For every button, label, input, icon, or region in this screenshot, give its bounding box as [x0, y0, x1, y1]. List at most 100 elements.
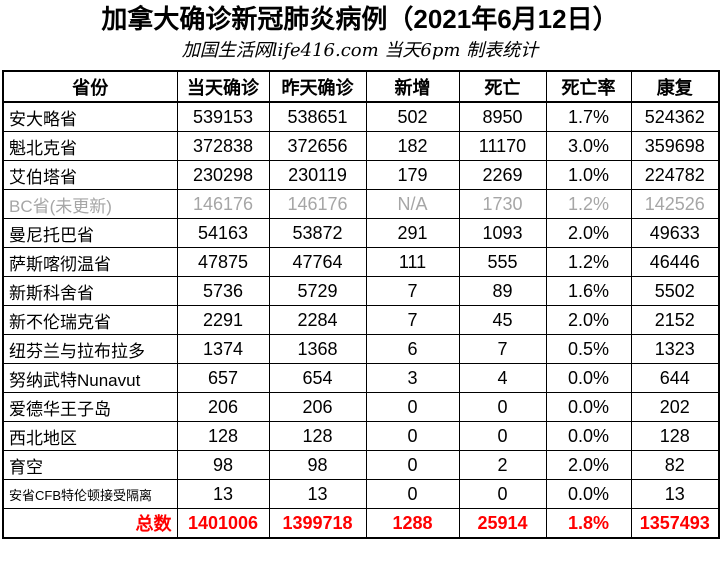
table-cell: 657 [176, 363, 270, 393]
table-cell: 2 [458, 450, 547, 480]
col-header-new-cases: 新增 [365, 70, 460, 103]
table-cell: 1.6% [545, 276, 632, 306]
table-cell: 359698 [630, 131, 720, 161]
total-cell: 1401006 [176, 508, 270, 539]
col-header-deaths: 死亡 [458, 70, 547, 103]
table-row: 安省CFB特伦顿接受隔离 13 13 0 0 0.0% 13 [2, 479, 720, 509]
table-cell: 5736 [176, 276, 270, 306]
table-row-bc-not-updated: BC省(未更新) 146176 146176 N/A 1730 1.2% 142… [2, 189, 720, 219]
province-cell: 纽芬兰与拉布拉多 [2, 334, 178, 364]
table-cell: 13 [176, 479, 270, 509]
table-cell: 1093 [458, 218, 547, 248]
province-cell: BC省(未更新) [2, 189, 178, 219]
table-cell: 5502 [630, 276, 720, 306]
table-cell: 0.0% [545, 392, 632, 422]
col-header-province: 省份 [2, 70, 178, 103]
table-cell: 206 [268, 392, 367, 422]
table-cell: 45 [458, 305, 547, 335]
table-cell: 7 [458, 334, 547, 364]
page-title: 加拿大确诊新冠肺炎病例（2021年6月12日） [101, 4, 619, 34]
table-cell: 1.2% [545, 247, 632, 277]
table-cell: 0 [365, 392, 460, 422]
table-cell: 5729 [268, 276, 367, 306]
table-cell: 538651 [268, 101, 367, 132]
table-cell: 1368 [268, 334, 367, 364]
table-cell: 7 [365, 305, 460, 335]
table-cell: 2269 [458, 160, 547, 190]
table-cell: 230298 [176, 160, 270, 190]
table-cell: 224782 [630, 160, 720, 190]
table-cell: 0 [365, 450, 460, 480]
table-cell: 98 [176, 450, 270, 480]
table-cell: 0.0% [545, 363, 632, 393]
table-cell: 111 [365, 247, 460, 277]
table-cell: 1.2% [545, 189, 632, 219]
province-cell: 努纳武特Nunavut [2, 363, 178, 393]
table-cell: 47764 [268, 247, 367, 277]
total-cell: 1.8% [545, 508, 632, 539]
table-cell: 0.0% [545, 421, 632, 451]
table-row: 纽芬兰与拉布拉多 1374 1368 6 7 0.5% 1323 [2, 334, 720, 364]
table-cell: 0.0% [545, 479, 632, 509]
total-label: 总数 [2, 508, 178, 539]
table-cell: 46446 [630, 247, 720, 277]
table-cell: 0 [458, 421, 547, 451]
table-cell: 2.0% [545, 305, 632, 335]
table-cell: 2.0% [545, 450, 632, 480]
table-cell: 539153 [176, 101, 270, 132]
table-cell: 182 [365, 131, 460, 161]
col-header-recovered: 康复 [630, 70, 720, 103]
covid-cases-table: 省份 当天确诊 昨天确诊 新增 死亡 死亡率 康复 安大略省 539153 53… [2, 70, 720, 539]
table-cell: 2152 [630, 305, 720, 335]
province-cell: 爱德华王子岛 [2, 392, 178, 422]
table-cell: 11170 [458, 131, 547, 161]
table-cell: 2291 [176, 305, 270, 335]
table-cell: 230119 [268, 160, 367, 190]
table-cell: 524362 [630, 101, 720, 132]
table-cell: 47875 [176, 247, 270, 277]
table-cell: 4 [458, 363, 547, 393]
table-cell: 206 [176, 392, 270, 422]
province-cell: 安省CFB特伦顿接受隔离 [2, 479, 178, 509]
table-cell: 128 [268, 421, 367, 451]
table-cell: 82 [630, 450, 720, 480]
table-cell: 3.0% [545, 131, 632, 161]
table-cell: 128 [176, 421, 270, 451]
province-cell: 育空 [2, 450, 178, 480]
table-cell: 1730 [458, 189, 547, 219]
province-cell: 安大略省 [2, 101, 178, 132]
table-row: 新不伦瑞克省 2291 2284 7 45 2.0% 2152 [2, 305, 720, 335]
table-cell: 6 [365, 334, 460, 364]
table-row: 努纳武特Nunavut 657 654 3 4 0.0% 644 [2, 363, 720, 393]
province-cell: 新不伦瑞克省 [2, 305, 178, 335]
table-cell: 146176 [176, 189, 270, 219]
table-cell: 555 [458, 247, 547, 277]
total-row: 总数 1401006 1399718 1288 25914 1.8% 13574… [2, 508, 720, 539]
page-subtitle: 加国生活网life416.com 当天6pm 制表统计 [181, 40, 539, 61]
table-cell: 146176 [268, 189, 367, 219]
table-cell: 1323 [630, 334, 720, 364]
table-cell: 0 [365, 479, 460, 509]
col-header-today-confirmed: 当天确诊 [176, 70, 270, 103]
table-cell: 2.0% [545, 218, 632, 248]
province-cell: 魁北克省 [2, 131, 178, 161]
table-row: 爱德华王子岛 206 206 0 0 0.0% 202 [2, 392, 720, 422]
province-cell: 曼尼托巴省 [2, 218, 178, 248]
table-cell: 502 [365, 101, 460, 132]
table-cell: 49633 [630, 218, 720, 248]
table-cell: 0 [365, 421, 460, 451]
table-row: 艾伯塔省 230298 230119 179 2269 1.0% 224782 [2, 160, 720, 190]
table-row: 曼尼托巴省 54163 53872 291 1093 2.0% 49633 [2, 218, 720, 248]
table-cell: 654 [268, 363, 367, 393]
table-cell: 291 [365, 218, 460, 248]
table-row: 萨斯喀彻温省 47875 47764 111 555 1.2% 46446 [2, 247, 720, 277]
table-cell: 0 [458, 479, 547, 509]
table-cell: 89 [458, 276, 547, 306]
table-cell: 53872 [268, 218, 367, 248]
table-cell: 202 [630, 392, 720, 422]
table-cell: 0 [458, 392, 547, 422]
table-cell: 54163 [176, 218, 270, 248]
province-cell: 艾伯塔省 [2, 160, 178, 190]
total-cell: 1357493 [630, 508, 720, 539]
table-cell: 13 [268, 479, 367, 509]
